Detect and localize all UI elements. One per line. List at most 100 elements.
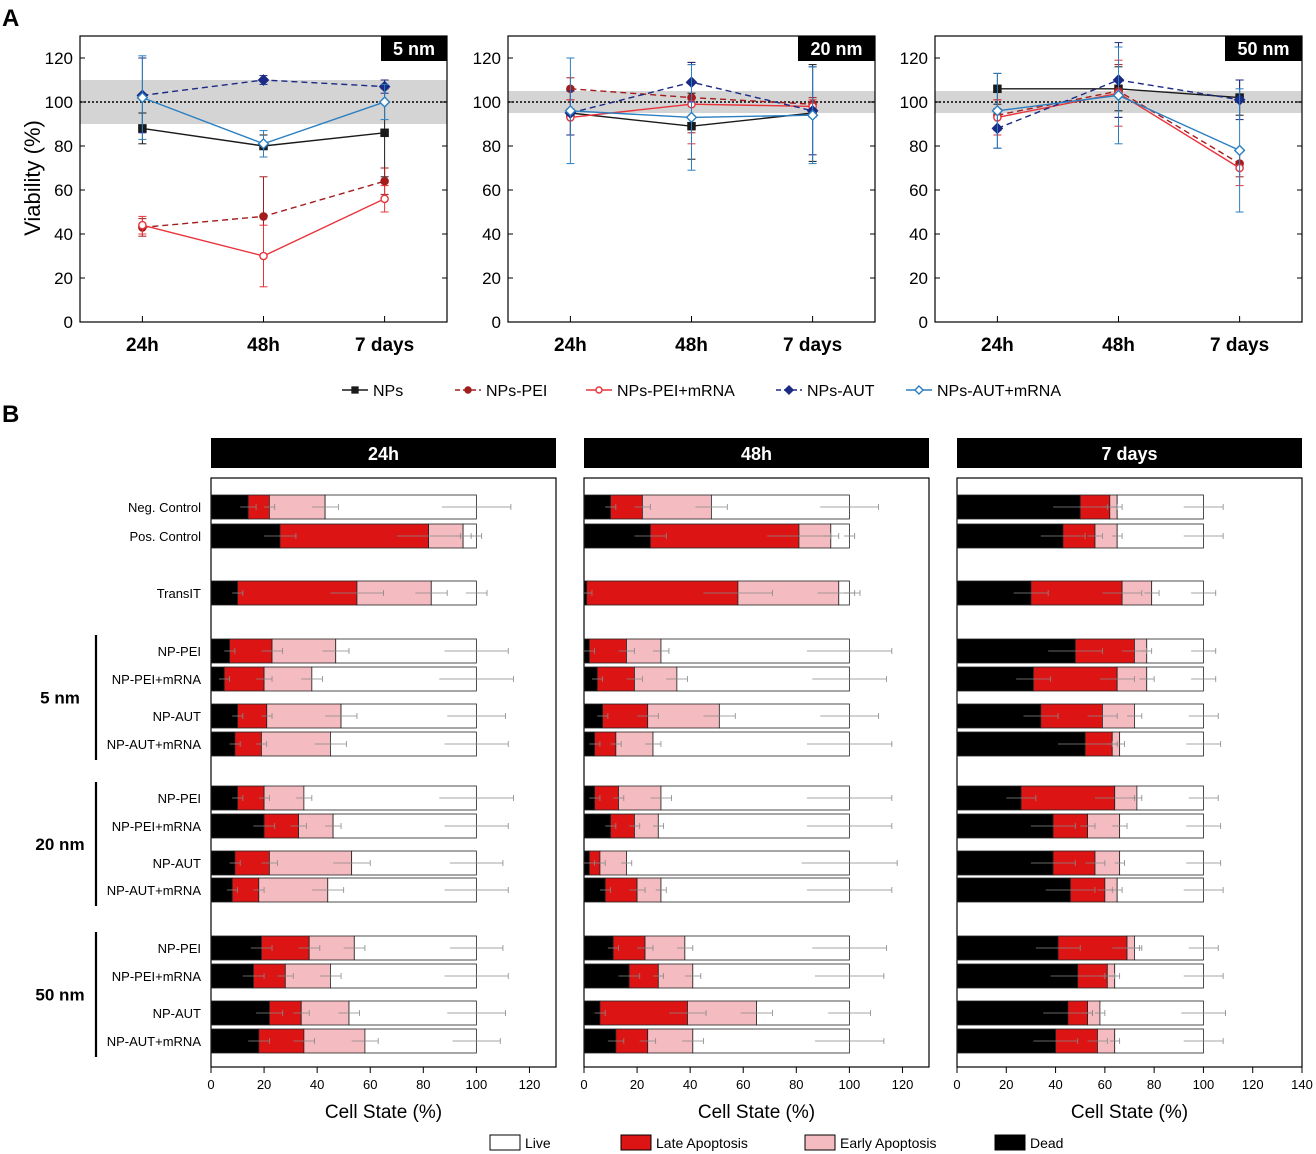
legend-label: Early Apoptosis bbox=[840, 1135, 937, 1151]
legend-item-nps-aut: NPs-AUT bbox=[776, 383, 875, 400]
y-tick-label: 60 bbox=[54, 181, 73, 200]
data-point bbox=[685, 111, 698, 124]
panel-b-bar-charts: Neg. Control Pos. Control TransIT NP-PEI NP-… bbox=[35, 438, 1313, 1123]
legend-marker bbox=[351, 386, 359, 394]
stacked-bar-np-pei bbox=[210, 638, 509, 664]
y-tick-label: 60 bbox=[482, 181, 501, 200]
y-tick-label: 20 bbox=[54, 269, 73, 288]
stacked-bar-np-pei bbox=[583, 638, 893, 664]
row-label-neg-control: Neg. Control bbox=[128, 500, 201, 515]
x-tick-label: 80 bbox=[416, 1077, 430, 1092]
y-tick-label: 80 bbox=[54, 137, 73, 156]
row-label-np-aut: NP-AUT bbox=[153, 1006, 201, 1021]
stacked-bar-np-aut-mrna bbox=[210, 1028, 501, 1054]
stacked-bar-np-pei-mrna bbox=[210, 666, 514, 692]
x-tick-label: 7 days bbox=[1210, 335, 1269, 356]
legend-label: Late Apoptosis bbox=[656, 1135, 748, 1151]
group-label-20-nm: 20 nm bbox=[35, 835, 84, 854]
data-point bbox=[136, 91, 149, 104]
x-tick-label: 24h bbox=[126, 335, 159, 356]
data-point bbox=[806, 109, 819, 122]
stacked-bar-np-aut-mrna bbox=[583, 877, 893, 903]
x-axis-label: Cell State (%) bbox=[1071, 1102, 1188, 1123]
legend-label: NPs-PEI bbox=[486, 383, 547, 400]
subplot-title-box bbox=[211, 438, 556, 468]
legend-item-nps-pei-mrna: NPs-PEI+mRNA bbox=[586, 383, 735, 400]
row-label-np-pei: NP-PEI bbox=[158, 791, 201, 806]
bar-subplot-7-days: 7 days 0 20 40 60 80 100 120 140 Cell State (%) bbox=[953, 438, 1313, 1123]
row-label-np-pei: NP-PEI bbox=[158, 644, 201, 659]
stacked-bar-np-pei-mrna bbox=[583, 963, 885, 989]
stacked-bar-np-aut-mrna bbox=[210, 877, 509, 903]
row-label-np-aut: NP-AUT bbox=[153, 856, 201, 871]
legend-item-late-apoptosis: Late Apoptosis bbox=[620, 1134, 748, 1151]
x-tick-label: 20 bbox=[630, 1077, 644, 1092]
data-point bbox=[1112, 89, 1125, 102]
x-tick-label: 40 bbox=[310, 1077, 324, 1092]
legend-item-dead: Dead bbox=[994, 1134, 1063, 1151]
panel-b-legend: Live Late Apoptosis Early Apoptosis Dead bbox=[489, 1134, 1063, 1151]
row-label-np-aut-mrna: NP-AUT+mRNA bbox=[107, 1034, 202, 1049]
x-tick-label: 0 bbox=[953, 1077, 960, 1092]
legend-swatch bbox=[994, 1134, 1026, 1151]
stacked-bar-np-aut bbox=[583, 1000, 872, 1026]
legend-swatch bbox=[489, 1134, 521, 1151]
stacked-bar-neg-control bbox=[956, 494, 1224, 520]
legend-swatch bbox=[804, 1134, 836, 1151]
x-tick-label: 120 bbox=[892, 1077, 914, 1092]
legend-label: NPs-AUT bbox=[807, 383, 875, 400]
stacked-bar-np-pei-mrna bbox=[583, 813, 893, 839]
legend-item-nps-aut-mrna: NPs-AUT+mRNA bbox=[906, 383, 1061, 400]
stacked-bar-np-pei bbox=[210, 935, 504, 961]
line-subplot-5-nm: 0 20 40 60 80 100 120 24h 48h 7 days 5 nm bbox=[45, 35, 448, 356]
y-tick-label: 20 bbox=[909, 269, 928, 288]
data-point bbox=[380, 128, 389, 138]
y-tick-label: 100 bbox=[45, 93, 73, 112]
stacked-bar-np-aut-mrna bbox=[583, 1028, 885, 1054]
data-point bbox=[257, 137, 270, 150]
stacked-bar-np-aut bbox=[956, 850, 1222, 876]
panel-label-a: A bbox=[2, 5, 19, 32]
row-label-np-aut-mrna: NP-AUT+mRNA bbox=[107, 883, 202, 898]
plot-frame bbox=[956, 477, 1303, 1068]
data-point bbox=[257, 74, 270, 86]
plot-frame bbox=[583, 477, 930, 1068]
stacked-bar-np-pei-mrna bbox=[956, 666, 1217, 692]
panel-a-legend: NPs NPs-PEI NPs-PEI+mRNA NPs-AUT NPs-AUT+mRN… bbox=[342, 383, 1061, 400]
data-point bbox=[378, 96, 391, 108]
legend-marker bbox=[595, 386, 603, 394]
x-tick-label: 48h bbox=[1102, 335, 1135, 356]
stacked-bar-np-pei bbox=[956, 638, 1217, 664]
x-tick-label: 48h bbox=[247, 335, 280, 356]
legend-label: NPs bbox=[373, 383, 403, 400]
subplot-title-box bbox=[381, 36, 447, 61]
y-tick-label: 40 bbox=[54, 225, 73, 244]
bar-segment-dead bbox=[210, 523, 281, 549]
row-label-transit: TransIT bbox=[157, 586, 201, 601]
row-label-np-aut: NP-AUT bbox=[153, 709, 201, 724]
stacked-bar-np-aut bbox=[210, 850, 504, 876]
subplot-title-box bbox=[1225, 36, 1302, 61]
data-point bbox=[259, 251, 268, 261]
stacked-bar-np-aut bbox=[210, 1000, 506, 1026]
subplot-title-box bbox=[798, 36, 875, 61]
stacked-bar-np-aut-mrna bbox=[210, 731, 509, 757]
x-tick-label: 7 days bbox=[355, 335, 414, 356]
x-tick-label: 0 bbox=[580, 1077, 587, 1092]
data-point bbox=[380, 176, 389, 186]
x-tick-label: 48h bbox=[675, 335, 708, 356]
stacked-bar-np-pei bbox=[956, 785, 1219, 811]
row-label-np-aut-mrna: NP-AUT+mRNA bbox=[107, 737, 202, 752]
data-point bbox=[259, 212, 268, 221]
subplot-title: 24h bbox=[368, 444, 399, 464]
x-tick-label: 80 bbox=[1147, 1077, 1161, 1092]
stacked-bar-np-pei-mrna bbox=[583, 666, 887, 692]
stacked-bar-transit bbox=[583, 580, 861, 606]
row-label-np-pei-mrna: NP-PEI+mRNA bbox=[112, 969, 202, 984]
x-tick-label: 100 bbox=[466, 1077, 488, 1092]
x-tick-label: 20 bbox=[999, 1077, 1013, 1092]
x-tick-label: 100 bbox=[1193, 1077, 1215, 1092]
subplot-title-box bbox=[584, 438, 929, 468]
stacked-bar-neg-control bbox=[210, 494, 512, 520]
